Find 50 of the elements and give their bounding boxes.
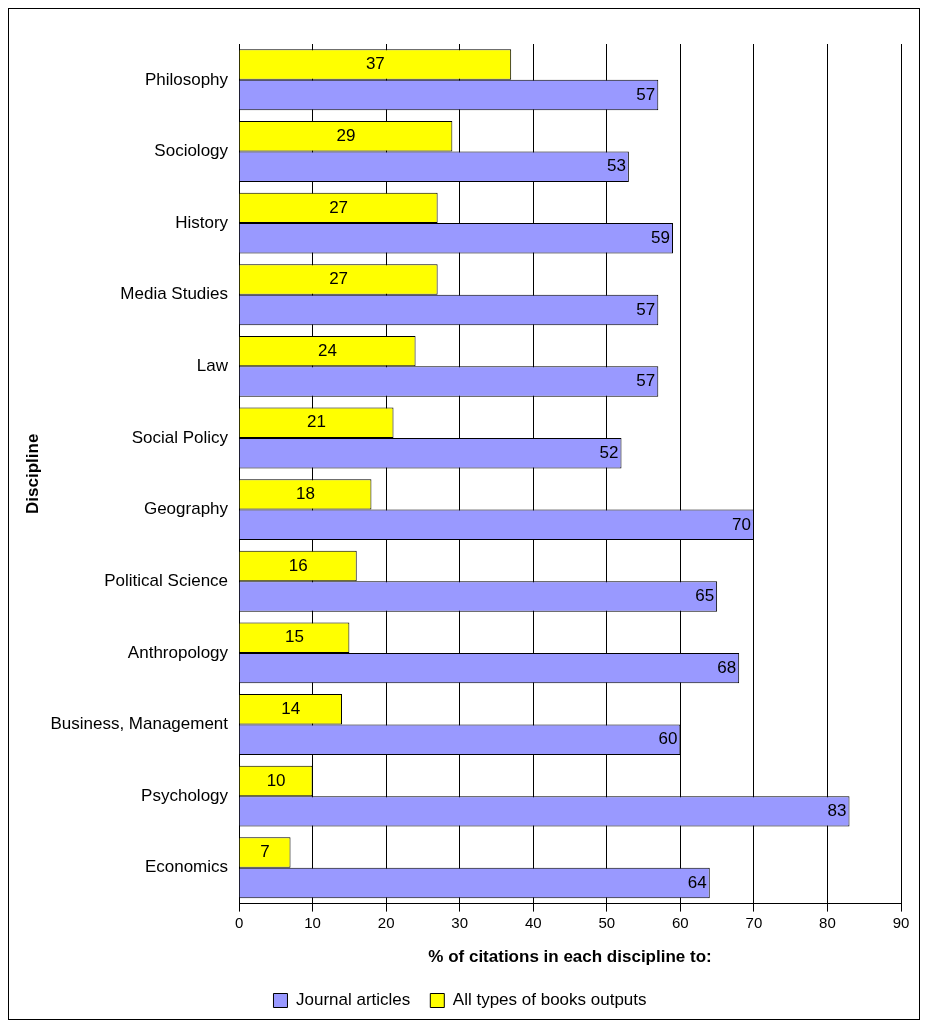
x-tick-label: 10 [304, 913, 321, 931]
data-label: 16 [288, 555, 308, 575]
legend-label: Journal articles [295, 990, 411, 1010]
data-label: 83 [827, 801, 847, 821]
y-tick-label: Media Studies [120, 284, 229, 304]
y-tick-label: Business, Management [50, 714, 229, 734]
x-tick-label: 40 [524, 913, 542, 931]
y-tick-label: Geography [143, 499, 229, 519]
data-label: 57 [636, 371, 656, 391]
y-tick-label: Psychology [141, 785, 229, 805]
data-label: 15 [285, 627, 304, 647]
legend-label: All types of books outputs [452, 990, 647, 1010]
x-tick-label: 20 [377, 913, 395, 931]
data-label: 70 [731, 514, 751, 534]
data-label: 29 [336, 125, 356, 145]
x-tick-label: 50 [598, 913, 616, 931]
data-label: 60 [658, 729, 678, 749]
data-label: 57 [636, 299, 656, 319]
y-tick-label: History [175, 212, 229, 232]
y-tick-label: Sociology [154, 141, 229, 161]
x-tick-label: 90 [892, 913, 910, 931]
data-label: 53 [606, 156, 626, 176]
x-axis-title: % of citations in each discipline to: [428, 947, 712, 967]
data-label: 14 [281, 698, 301, 718]
data-label: 57 [636, 84, 656, 104]
x-tick-label: 70 [745, 913, 763, 931]
y-tick-label: Philosophy [144, 69, 229, 89]
data-label: 27 [329, 197, 349, 217]
data-label: 21 [307, 412, 326, 432]
data-label: 18 [296, 484, 315, 504]
data-label: 59 [651, 227, 670, 247]
x-tick-label: 30 [451, 913, 469, 931]
x-tick-label: 0 [234, 913, 244, 931]
data-label: 65 [695, 586, 715, 606]
data-label: 52 [599, 442, 619, 462]
y-tick-label: Economics [144, 857, 229, 877]
x-tick-label: 60 [672, 913, 689, 931]
x-tick-label: 80 [819, 913, 836, 931]
data-label: 7 [260, 842, 270, 862]
y-tick-label: Social Policy [131, 427, 229, 447]
y-tick-label: Political Science [104, 570, 229, 590]
y-tick-label: Law [196, 356, 229, 376]
y-axis-title: Discipline [22, 433, 42, 514]
data-label: 68 [717, 657, 737, 677]
data-label: 27 [329, 269, 349, 289]
data-label: 10 [266, 770, 286, 790]
data-label: 24 [318, 340, 338, 360]
data-label: 64 [687, 872, 707, 892]
y-tick-label: Anthropology [127, 642, 229, 662]
data-label: 37 [365, 54, 385, 74]
